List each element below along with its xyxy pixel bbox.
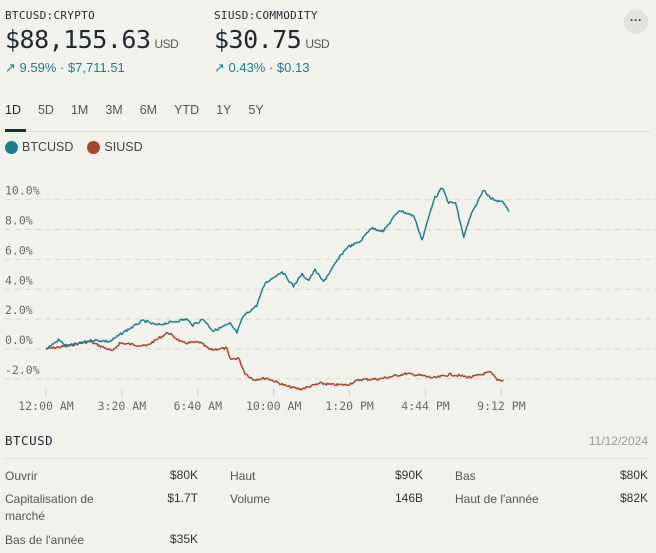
stat-value-year-low: $35K bbox=[169, 532, 198, 546]
y-tick-label: 0.0% bbox=[5, 333, 33, 347]
legend-siusd[interactable]: SIUSD bbox=[87, 140, 143, 154]
stat-value-low: $80K bbox=[619, 468, 648, 482]
stat-label-market-cap: Capitalisation de marché bbox=[5, 492, 94, 523]
currency: USD bbox=[154, 37, 179, 51]
tab-1d[interactable]: 1D bbox=[5, 103, 21, 117]
line-chart: 10.0% 8.0% 6.0% 4.0% 2.0% 0.0% -2.0% 12:00 AM 3:… bbox=[5, 184, 656, 413]
stat-value-volume: 146B bbox=[394, 491, 423, 505]
stat-value-high: $90K bbox=[394, 468, 423, 482]
chart-legend: BTCUSD SIUSD bbox=[5, 140, 157, 154]
stat-label-year-high: Haut de l'année bbox=[455, 492, 539, 506]
quote-price: $30.75 USD bbox=[214, 25, 330, 54]
stat-label-volume: Volume bbox=[230, 492, 271, 506]
legend-dot-icon bbox=[5, 140, 18, 154]
more-options-button[interactable]: ··· bbox=[624, 10, 648, 34]
legend-dot-icon bbox=[87, 140, 101, 154]
x-tick-label: 10:00 AM bbox=[246, 399, 301, 413]
price-value: $30.75 bbox=[214, 25, 302, 54]
quote-price: $88,155.63 USD bbox=[5, 25, 179, 54]
details-divider bbox=[5, 458, 650, 459]
x-tick-label: 1:20 PM bbox=[325, 399, 374, 413]
quote-change: ↗ 0.43% · $0.13 bbox=[214, 60, 310, 75]
series-line-siusd bbox=[46, 331, 504, 391]
tab-1m[interactable]: 1M bbox=[70, 103, 89, 117]
legend-label: SIUSD bbox=[104, 140, 143, 154]
quote-symbol: BTCUSD:CRYPTO bbox=[5, 9, 95, 22]
stat-label-high: Haut bbox=[230, 469, 256, 483]
tab-6m[interactable]: 6M bbox=[139, 103, 158, 117]
details-title: BTCUSD bbox=[5, 433, 54, 448]
tab-5d[interactable]: 5D bbox=[37, 103, 54, 117]
active-tab-indicator bbox=[5, 129, 26, 132]
stat-value-market-cap: $1.7T bbox=[167, 491, 198, 505]
tab-5y[interactable]: 5Y bbox=[248, 103, 264, 117]
x-tick-label: 3:20 AM bbox=[98, 399, 147, 413]
tab-ytd[interactable]: YTD bbox=[174, 103, 200, 117]
y-tick-label: 10.0% bbox=[5, 184, 40, 198]
details-date: 11/12/2024 bbox=[588, 434, 648, 448]
x-tick-label: 12:00 AM bbox=[18, 399, 73, 413]
y-tick-label: 2.0% bbox=[5, 303, 33, 317]
tabs-divider bbox=[5, 131, 650, 132]
stat-label-low: Bas bbox=[455, 469, 476, 483]
stat-value-open: $80K bbox=[169, 468, 198, 482]
x-tick-label: 4:44 PM bbox=[401, 399, 450, 413]
quote-symbol: SIUSD:COMMODITY bbox=[214, 9, 318, 22]
series-line-btcusd bbox=[46, 187, 510, 350]
tab-1y[interactable]: 1Y bbox=[216, 103, 232, 117]
y-tick-label: 8.0% bbox=[5, 214, 33, 228]
stat-label-open: Ouvrir bbox=[5, 469, 38, 483]
range-tabs: 1D 5D 1M 3M 6M YTD 1Y 5Y bbox=[5, 103, 281, 117]
legend-btcusd[interactable]: BTCUSD bbox=[5, 140, 73, 154]
stat-value-year-high: $82K bbox=[619, 491, 648, 505]
quote-btcusd: BTCUSD:CRYPTO $88,155.63 USD ↗ 9.59% · $7… bbox=[5, 9, 179, 76]
x-tick-label: 9:12 PM bbox=[477, 399, 526, 413]
quote-siusd: SIUSD:COMMODITY $30.75 USD ↗ 0.43% · $0.1… bbox=[214, 9, 330, 76]
legend-label: BTCUSD bbox=[22, 140, 74, 154]
currency: USD bbox=[305, 37, 330, 51]
x-tick-label: 6:40 AM bbox=[174, 399, 223, 413]
tab-3m[interactable]: 3M bbox=[105, 103, 123, 117]
y-tick-label: 6.0% bbox=[5, 243, 33, 257]
quote-change: ↗ 9.59% · $7,711.51 bbox=[5, 60, 125, 75]
y-tick-label: 4.0% bbox=[5, 273, 33, 287]
stat-label-year-low: Bas de l'année bbox=[5, 533, 85, 547]
y-tick-label: -2.0% bbox=[5, 363, 40, 377]
price-value: $88,155.63 bbox=[5, 25, 151, 54]
